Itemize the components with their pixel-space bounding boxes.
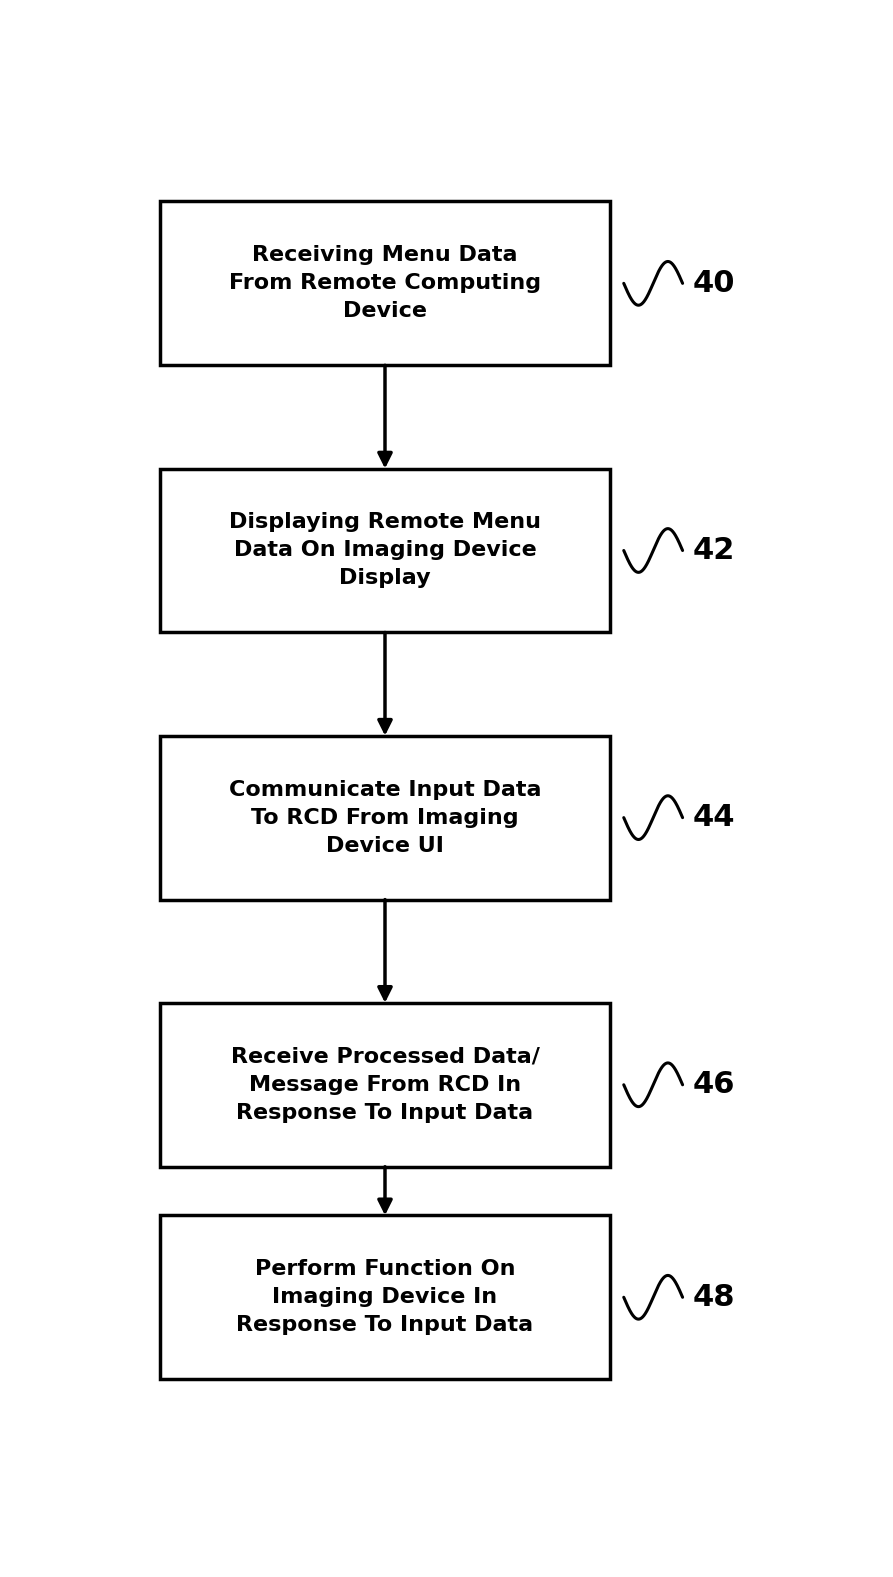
Text: 42: 42 bbox=[693, 536, 735, 565]
Bar bbox=[160, 735, 610, 899]
Text: Communicate Input Data
To RCD From Imaging
Device UI: Communicate Input Data To RCD From Imagi… bbox=[229, 779, 541, 856]
Text: 44: 44 bbox=[693, 803, 736, 833]
Bar bbox=[160, 202, 610, 366]
Bar bbox=[160, 468, 610, 632]
Bar bbox=[160, 1216, 610, 1380]
Text: Displaying Remote Menu
Data On Imaging Device
Display: Displaying Remote Menu Data On Imaging D… bbox=[229, 513, 541, 588]
Text: Receiving Menu Data
From Remote Computing
Device: Receiving Menu Data From Remote Computin… bbox=[229, 246, 541, 322]
Text: 48: 48 bbox=[693, 1282, 736, 1312]
Bar bbox=[160, 1003, 610, 1167]
Text: Perform Function On
Imaging Device In
Response To Input Data: Perform Function On Imaging Device In Re… bbox=[237, 1260, 533, 1336]
Text: 46: 46 bbox=[693, 1071, 736, 1099]
Text: 40: 40 bbox=[693, 268, 736, 298]
Text: Receive Processed Data/
Message From RCD In
Response To Input Data: Receive Processed Data/ Message From RCD… bbox=[230, 1047, 539, 1123]
